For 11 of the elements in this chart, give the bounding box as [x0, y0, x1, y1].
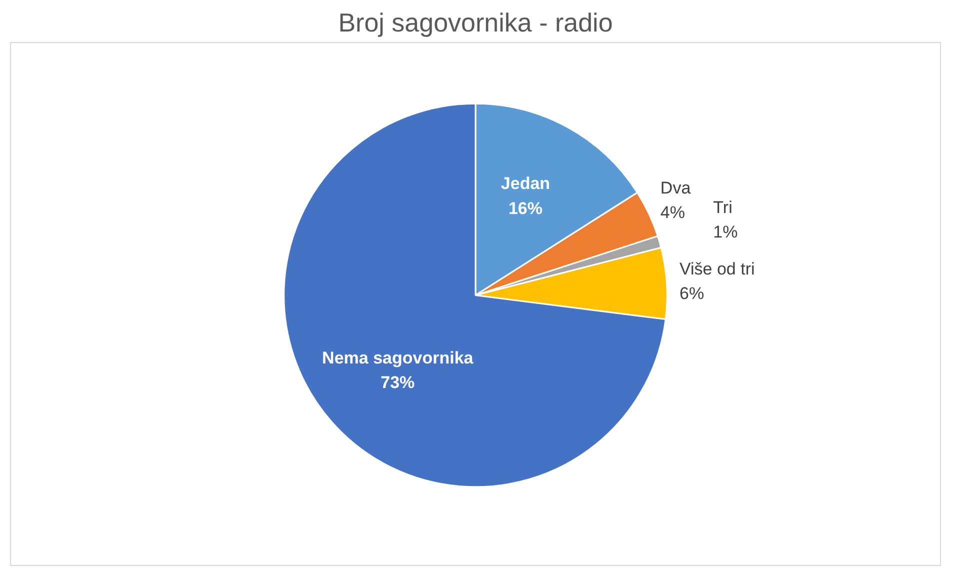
data-label: 6%	[679, 284, 704, 304]
chart-title: Broj sagovornika - radio	[338, 8, 613, 38]
data-label: 16%	[508, 198, 543, 218]
slice-label: Nema sagovornika	[322, 348, 474, 368]
data-label: 73%	[380, 373, 415, 392]
data-label: 1%	[713, 222, 738, 242]
slice-label: Više od tri	[679, 259, 755, 278]
slice-label: Dva	[660, 178, 692, 198]
slice-label: Jedan	[500, 174, 550, 194]
data-label: 4%	[660, 203, 686, 222]
slice-label: Tri	[713, 198, 732, 218]
